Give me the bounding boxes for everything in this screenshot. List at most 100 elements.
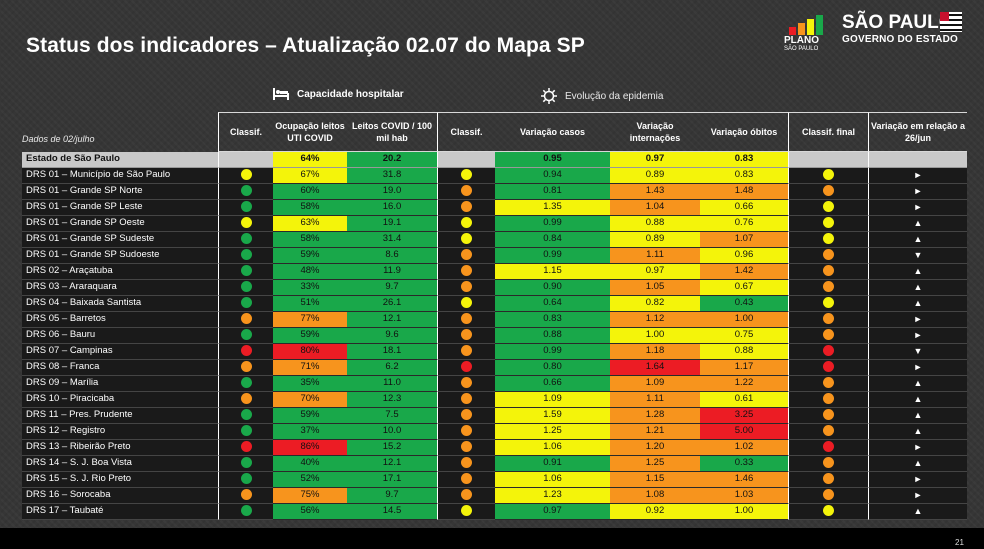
var-internacoes-cell: 1.11: [610, 247, 700, 264]
var-casos-cell: 1.23: [495, 487, 610, 504]
var-casos-cell: 0.90: [495, 279, 610, 296]
var-26jun-cell: ►: [868, 439, 967, 456]
classif-hospital-cell: [218, 391, 273, 408]
var-26jun-cell: ▼: [868, 343, 967, 360]
region-name: DRS 01 – Grande SP Sudoeste: [22, 247, 218, 264]
leitos-cell: 6.2: [347, 359, 437, 376]
classif-final-dot-icon: [823, 377, 834, 389]
table-row: DRS 07 – Campinas 80% 18.1 0.99 1.18 0.88 ▼: [22, 343, 967, 360]
var-26jun-cell: ►: [868, 183, 967, 200]
var-obitos-cell: 1.02: [700, 439, 788, 456]
var-obitos-cell: 3.25: [700, 407, 788, 424]
table-row: DRS 11 – Pres. Prudente 59% 7.5 1.59 1.28 3.2…: [22, 407, 967, 424]
classif-epidemia-dot-icon: [461, 233, 472, 245]
classif-epidemia-dot-icon: [461, 505, 472, 517]
var-26jun-cell: ▲: [868, 503, 967, 520]
var-26jun-cell: ►: [868, 167, 967, 184]
table-row: DRS 05 – Barretos 77% 12.1 0.83 1.12 1.00 ►: [22, 311, 967, 328]
classif-final-dot-icon: [823, 505, 834, 517]
classif-final-dot-icon: [823, 489, 834, 501]
region-name: DRS 14 – S. J. Boa Vista: [22, 455, 218, 472]
table-row: DRS 09 – Marília 35% 11.0 0.66 1.09 1.22 ▲: [22, 375, 967, 392]
classif-hospital-cell: [218, 439, 273, 456]
classif-hospital-dot-icon: [240, 425, 252, 437]
var-obitos-cell: 0.43: [700, 295, 788, 312]
classif-epidemia-cell: [437, 471, 495, 488]
var-internacoes-cell: 1.04: [610, 199, 700, 216]
state-ocupacao: 64%: [273, 152, 347, 168]
trend-arrow-icon: ▲: [913, 233, 923, 244]
ocupacao-cell: 51%: [273, 295, 347, 312]
classif-final-cell: [788, 231, 868, 248]
var-casos-cell: 0.99: [495, 247, 610, 264]
var-casos-cell: 1.35: [495, 199, 610, 216]
state-var-internacoes: 0.97: [610, 152, 700, 168]
var-casos-cell: 0.99: [495, 343, 610, 360]
header-var-26jun: Variação em relação a 26/jun: [868, 112, 967, 152]
classif-epidemia-dot-icon: [461, 281, 472, 293]
header-leitos: Leitos COVID / 100 mil hab: [347, 112, 437, 152]
classif-final-dot-icon: [823, 281, 834, 293]
classif-epidemia-cell: [437, 311, 495, 328]
region-name: DRS 08 – Franca: [22, 359, 218, 376]
region-name: DRS 12 – Registro: [22, 423, 218, 440]
classif-epidemia-cell: [437, 215, 495, 232]
region-name: DRS 01 – Grande SP Leste: [22, 199, 218, 216]
classif-epidemia-dot-icon: [461, 169, 472, 181]
classif-hospital-cell: [218, 503, 273, 520]
classif-epidemia-dot-icon: [461, 441, 472, 453]
classif-hospital-cell: [218, 263, 273, 280]
classif-epidemia-cell: [437, 247, 495, 264]
leitos-cell: 31.8: [347, 167, 437, 184]
classif-hospital-dot-icon: [240, 441, 252, 453]
region-name: DRS 03 – Araraquara: [22, 279, 218, 296]
ocupacao-cell: 77%: [273, 311, 347, 328]
var-internacoes-cell: 0.97: [610, 263, 700, 280]
classif-final-dot-icon: [823, 313, 834, 325]
section-hospital-label: Capacidade hospitalar: [297, 88, 404, 100]
classif-final-cell: [788, 503, 868, 520]
classif-epidemia-cell: [437, 167, 495, 184]
classif-hospital-cell: [218, 231, 273, 248]
classif-hospital-dot-icon: [240, 345, 252, 357]
var-obitos-cell: 0.96: [700, 247, 788, 264]
classif-hospital-cell: [218, 343, 273, 360]
leitos-cell: 10.0: [347, 423, 437, 440]
var-casos-cell: 0.97: [495, 503, 610, 520]
region-name: DRS 07 – Campinas: [22, 343, 218, 360]
var-26jun-cell: ▲: [868, 263, 967, 280]
region-name: DRS 01 – Grande SP Sudeste: [22, 231, 218, 248]
var-26jun-cell: ▲: [868, 407, 967, 424]
var-internacoes-cell: 1.00: [610, 327, 700, 344]
table-row: DRS 04 – Baixada Santista 51% 26.1 0.64 0.82…: [22, 295, 967, 312]
trend-arrow-icon: ▲: [913, 217, 923, 228]
table-row: DRS 01 – Grande SP Sudeste 58% 31.4 0.84 0.8…: [22, 231, 967, 248]
leitos-cell: 18.1: [347, 343, 437, 360]
state-row: Estado de São Paulo 64% 20.2 0.95 0.97 0…: [22, 152, 967, 168]
ocupacao-cell: 71%: [273, 359, 347, 376]
ocupacao-cell: 63%: [273, 215, 347, 232]
var-obitos-cell: 1.17: [700, 359, 788, 376]
classif-final-dot-icon: [823, 457, 834, 469]
var-obitos-cell: 1.00: [700, 311, 788, 328]
var-26jun-cell: ►: [868, 359, 967, 376]
var-26jun-cell: ►: [868, 471, 967, 488]
var-26jun-cell: ▲: [868, 455, 967, 472]
trend-arrow-icon: ▼: [913, 249, 923, 260]
plano-logo-line2: SÃO PAULO: [784, 46, 819, 52]
leitos-cell: 12.1: [347, 311, 437, 328]
region-name: DRS 16 – Sorocaba: [22, 487, 218, 504]
var-casos-cell: 0.91: [495, 455, 610, 472]
header-var-internacoes: Variação internações: [610, 112, 700, 152]
ocupacao-cell: 58%: [273, 199, 347, 216]
ocupacao-cell: 70%: [273, 391, 347, 408]
classif-final-cell: [788, 343, 868, 360]
ocupacao-cell: 58%: [273, 231, 347, 248]
classif-hospital-dot-icon: [240, 377, 252, 389]
region-name: DRS 01 – Grande SP Norte: [22, 183, 218, 200]
classif-epidemia-dot-icon: [461, 361, 472, 373]
classif-epidemia-cell: [437, 423, 495, 440]
classif-epidemia-cell: [437, 391, 495, 408]
classif-epidemia-cell: [437, 359, 495, 376]
var-casos-cell: 0.99: [495, 215, 610, 232]
